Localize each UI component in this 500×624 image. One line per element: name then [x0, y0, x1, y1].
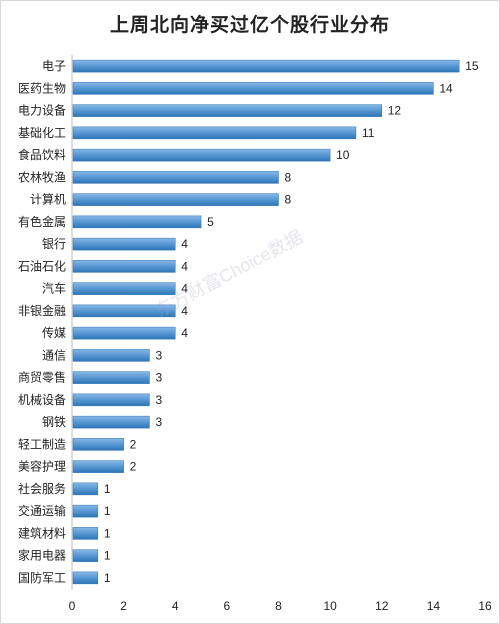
- data-label: 3: [155, 415, 162, 429]
- x-tick-label: 12: [375, 599, 389, 613]
- x-tick-label: 2: [120, 599, 127, 613]
- data-label: 4: [181, 282, 188, 296]
- data-label: 4: [181, 237, 188, 251]
- bar: [72, 82, 434, 95]
- category-label: 食品饮料: [18, 147, 66, 162]
- data-label: 11: [362, 126, 375, 140]
- data-label: 5: [207, 215, 214, 229]
- data-label: 8: [285, 170, 292, 184]
- category-label: 美容护理: [18, 459, 66, 474]
- x-tick-label: 6: [224, 599, 231, 613]
- category-label: 社会服务: [18, 481, 66, 496]
- data-label: 15: [465, 59, 479, 73]
- bar: [72, 171, 279, 184]
- bar: [72, 193, 279, 206]
- data-label: 3: [155, 348, 162, 362]
- category-label: 基础化工: [18, 126, 66, 140]
- category-label: 商贸零售: [18, 370, 66, 385]
- bar: [72, 371, 150, 384]
- x-tick-label: 4: [172, 599, 179, 613]
- data-label: 2: [130, 460, 137, 474]
- category-label: 国防军工: [18, 570, 66, 585]
- category-label: 计算机: [30, 192, 66, 207]
- data-label: 1: [104, 549, 111, 563]
- category-label: 医药生物: [18, 81, 66, 95]
- x-tick-label: 10: [323, 599, 337, 613]
- data-label: 12: [388, 104, 402, 118]
- category-label: 石油石化: [18, 259, 66, 273]
- chart-title: 上周北向净买过亿个股行业分布: [109, 15, 390, 36]
- data-label: 10: [336, 148, 350, 162]
- category-label: 钢铁: [42, 415, 66, 429]
- bar: [72, 527, 99, 540]
- category-label: 家用电器: [18, 548, 66, 563]
- category-label: 轻工制造: [18, 437, 66, 451]
- bar: [72, 460, 124, 473]
- data-label: 4: [181, 326, 188, 340]
- bar: [72, 126, 357, 140]
- data-label: 4: [181, 304, 188, 318]
- bar: [72, 104, 382, 117]
- bar: [72, 215, 202, 229]
- data-label: 3: [155, 371, 162, 385]
- category-label: 通信: [42, 348, 66, 362]
- bar: [72, 349, 150, 362]
- category-label: 汽车: [42, 281, 66, 296]
- bar: [72, 549, 99, 562]
- data-label: 1: [104, 526, 111, 540]
- data-label: 8: [285, 193, 292, 207]
- bar: [72, 260, 176, 273]
- data-label: 1: [104, 571, 111, 585]
- data-label: 1: [104, 482, 111, 496]
- x-tick-label: 0: [69, 599, 76, 613]
- bar: [72, 326, 176, 340]
- bar: [72, 393, 150, 407]
- x-tick-label: 16: [478, 599, 492, 613]
- bar: [72, 438, 124, 451]
- category-label: 有色金属: [18, 214, 66, 229]
- bar: [72, 59, 460, 73]
- data-label: 2: [130, 437, 137, 451]
- bar: [72, 304, 176, 318]
- category-label: 交通运输: [18, 503, 66, 518]
- bar: [72, 282, 176, 295]
- category-label: 银行: [42, 237, 66, 251]
- data-label: 3: [155, 393, 162, 407]
- bar: [72, 504, 99, 518]
- category-label: 机械设备: [18, 392, 66, 407]
- bar: [72, 482, 99, 496]
- category-label: 非银金融: [18, 303, 66, 318]
- category-label: 建筑材料: [18, 525, 66, 540]
- category-label: 电力设备: [18, 104, 66, 118]
- category-label: 电子: [42, 59, 66, 73]
- x-tick-label: 14: [427, 599, 441, 613]
- bar: [72, 415, 150, 429]
- data-label: 1: [104, 504, 111, 518]
- data-label: 4: [181, 259, 188, 273]
- category-label: 农林牧渔: [18, 170, 66, 184]
- bar: [72, 571, 99, 585]
- category-label: 传媒: [42, 325, 66, 340]
- x-tick-label: 8: [275, 599, 282, 613]
- bar: [72, 237, 176, 251]
- data-label: 14: [439, 81, 453, 95]
- bar: [72, 148, 331, 162]
